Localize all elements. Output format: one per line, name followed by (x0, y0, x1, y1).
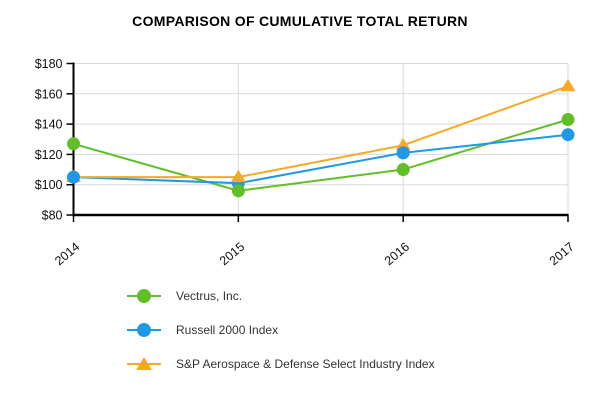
data-point-0 (231, 184, 245, 198)
blue-circle-marker-icon (127, 322, 161, 338)
y-tick-label: $160 (35, 87, 63, 101)
legend-label-vectrus: Vectrus, Inc. (176, 289, 243, 303)
data-point-0 (396, 163, 410, 177)
x-tick-label: 2014 (52, 240, 82, 269)
green-circle-marker-icon (127, 288, 161, 304)
legend-label-russell: Russell 2000 Index (176, 323, 279, 337)
series-line-2 (73, 85, 569, 179)
series-line-1 (73, 133, 569, 185)
data-point-1 (67, 170, 80, 184)
data-point-1 (561, 128, 575, 142)
data-point-0 (561, 113, 575, 127)
legend-label-sp-aerospace: S&P Aerospace & Defense Select Industry … (176, 357, 435, 371)
x-tick-label: 2016 (382, 240, 412, 269)
orange-triangle-marker-icon (127, 356, 161, 372)
y-tick-label: $180 (35, 57, 63, 71)
y-tick-label: $80 (42, 209, 63, 223)
data-point-2 (230, 169, 246, 183)
y-tick-label: $120 (35, 148, 63, 162)
data-point-0 (67, 137, 80, 151)
legend-item-vectrus: Vectrus, Inc. (127, 279, 435, 313)
y-tick-label: $140 (35, 118, 63, 132)
legend: Vectrus, Inc. Russell 2000 Index S&P Aer… (127, 279, 435, 381)
data-point-2 (560, 78, 576, 92)
data-point-2 (395, 137, 411, 151)
chart-title: COMPARISON OF CUMULATIVE TOTAL RETURN (132, 13, 468, 29)
x-tick-label: 2015 (217, 240, 247, 269)
legend-item-sp-aerospace: S&P Aerospace & Defense Select Industry … (127, 347, 435, 381)
plot-area: $80 $100 $120 $140 $160 $180 2014 2015 2016 2017 (35, 57, 577, 269)
data-point-1 (396, 146, 410, 160)
legend-item-russell: Russell 2000 Index (127, 313, 435, 347)
x-tick-label: 2017 (547, 240, 577, 269)
y-tick-label: $100 (35, 178, 63, 192)
